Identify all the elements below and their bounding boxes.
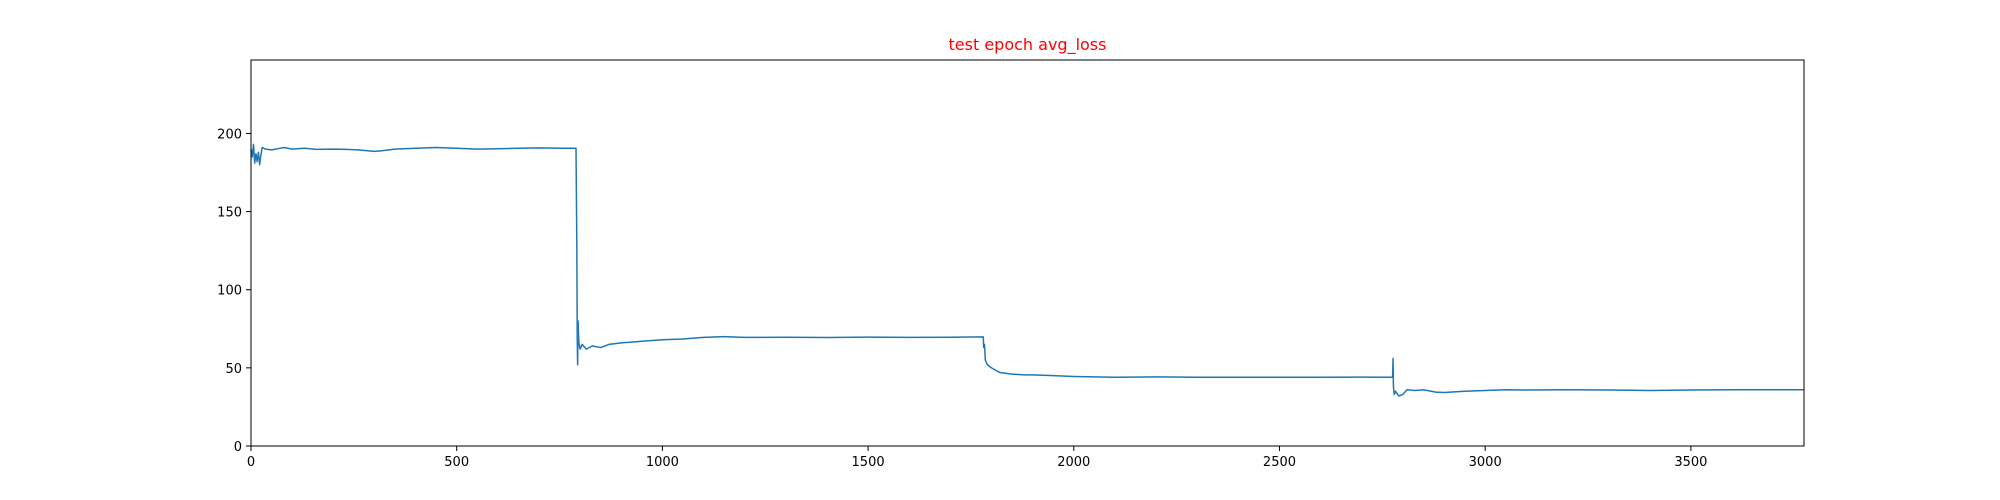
y-tick-label: 0	[234, 440, 242, 455]
plot-area	[250, 143, 1804, 397]
x-tick-label: 0	[247, 455, 255, 470]
y-axis: 0 50 100 150 200	[217, 127, 251, 455]
x-tick-label: 2500	[1263, 455, 1296, 470]
y-tick-label: 100	[217, 284, 242, 299]
x-axis: 0 500 1000 1500 2000 2500 3000 3500	[247, 446, 1707, 470]
x-tick-label: 1000	[646, 455, 679, 470]
y-tick-label: 50	[225, 362, 242, 377]
chart-title: test epoch avg_loss	[949, 35, 1107, 55]
y-tick-label: 150	[217, 206, 242, 221]
x-tick-label: 2000	[1057, 455, 1090, 470]
axes-frame	[250, 59, 1805, 447]
x-tick-label: 1500	[852, 455, 885, 470]
y-tick-label: 200	[217, 127, 242, 142]
x-tick-label: 3500	[1674, 455, 1707, 470]
x-tick-label: 3000	[1469, 455, 1502, 470]
x-tick-label: 500	[444, 455, 469, 470]
series-line-0	[250, 143, 1804, 397]
